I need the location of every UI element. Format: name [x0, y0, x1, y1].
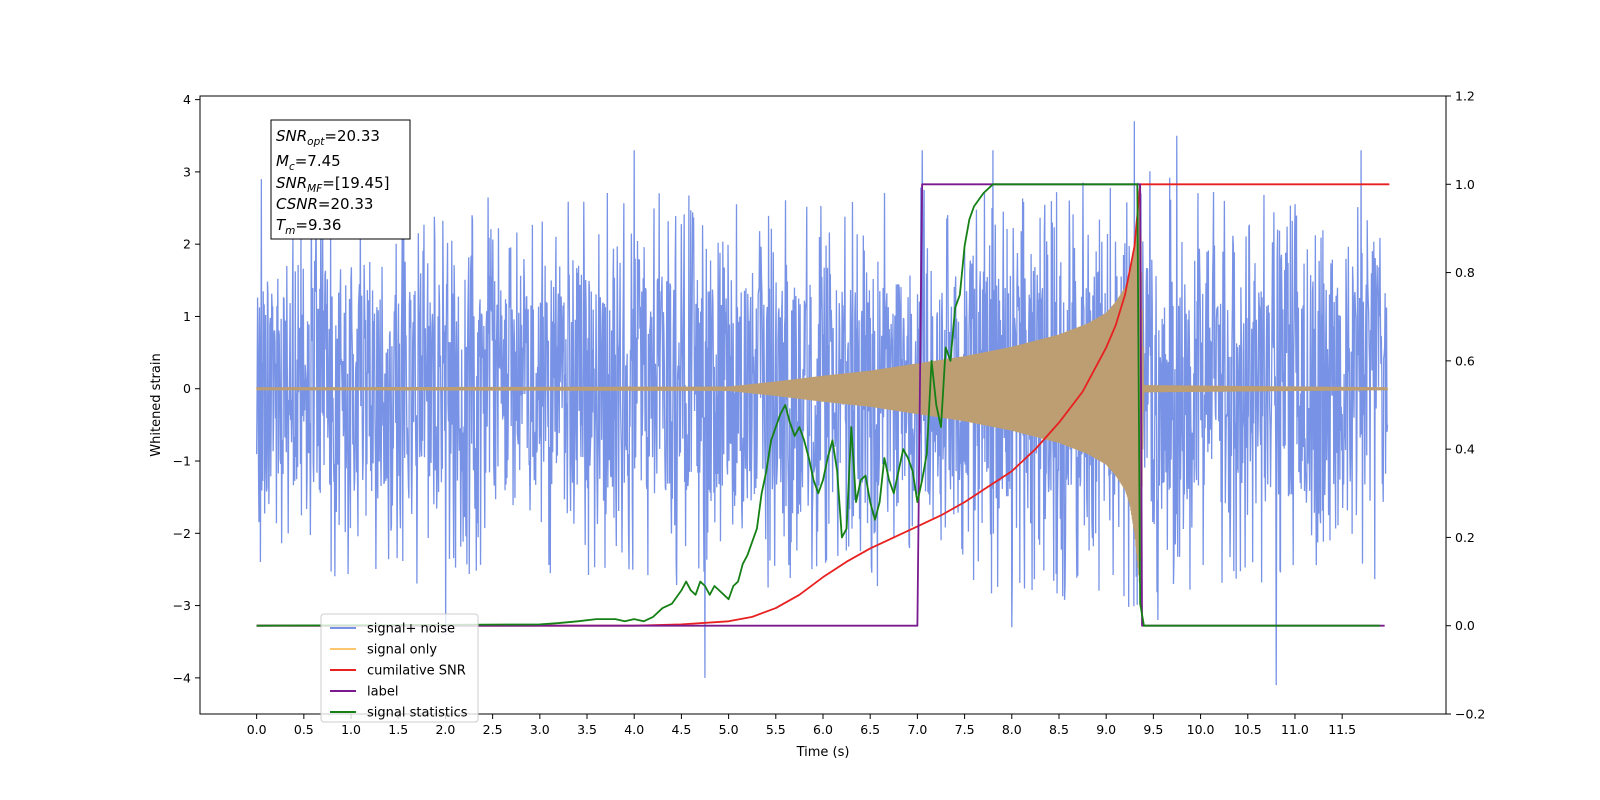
series-signal-statistics: [256, 183, 1380, 627]
x-tick-label: 11.5: [1328, 722, 1356, 737]
info-csnr: CSNR=20.33: [276, 195, 373, 213]
y2-tick-label: 0.8: [1455, 265, 1475, 280]
legend-label-signal-only: signal only: [367, 643, 437, 658]
x-tick-label: 4.5: [671, 722, 691, 737]
y2-tick-label: 0.6: [1455, 353, 1475, 368]
legend-frame: [320, 613, 479, 723]
x-tick-label: 10.5: [1234, 722, 1262, 737]
info-tm: Tm=9.36: [276, 216, 341, 237]
series-signal-noise: [255, 121, 1389, 686]
y-tick-label: −4: [173, 670, 191, 685]
x-axis-title: Time (s): [796, 745, 850, 760]
y-tick-label: 1: [183, 309, 191, 324]
x-tick-label: 7.5: [955, 722, 975, 737]
x-tick-label: 6.5: [860, 722, 880, 737]
y-tick-label: 4: [183, 92, 191, 107]
x-axis: 0.0 0.5 1.0 1.5 2.0 2.5 3.0 3.5 4.0 4.5 5.0 5.5 6.0 6…: [247, 714, 1356, 737]
y2-tick-label: 0.0: [1455, 618, 1475, 633]
y-tick-label: −3: [173, 598, 191, 613]
x-tick-label: 8.5: [1049, 722, 1069, 737]
x-tick-label: 0.0: [247, 722, 267, 737]
x-tick-label: 2.5: [483, 722, 503, 737]
x-tick-label: 10.0: [1187, 722, 1215, 737]
x-tick-label: 9.0: [1096, 722, 1116, 737]
series-cumilative-snr: [256, 183, 1390, 627]
legend-label-signal-noise: signal+ noise: [367, 622, 455, 637]
x-tick-label: 5.5: [766, 722, 786, 737]
y-axis-right: 1.2 1.0 0.8 0.6 0.4 0.2 0.0 −0.2: [1446, 89, 1485, 722]
legend: signal+ noise signal only cumilative SNR la…: [320, 613, 479, 723]
x-tick-label: 11.0: [1281, 722, 1309, 737]
x-tick-label: 1.5: [388, 722, 408, 737]
info-box: SNRopt=20.33 Mc=7.45 SNRMF=[19.45] CSNR=…: [270, 119, 411, 240]
y-axis-left: 4 3 2 1 0 −1 −2 −3 −4: [173, 92, 200, 685]
x-tick-label: 1.0: [341, 722, 361, 737]
series-signal-only: [256, 191, 1388, 590]
legend-label-signal-statistics: signal statistics: [367, 706, 468, 721]
y-tick-label: −1: [173, 454, 191, 469]
y2-tick-label: 1.0: [1455, 177, 1475, 192]
x-tick-label: 3.5: [577, 722, 597, 737]
info-snr-mf: SNRMF=[19.45]: [276, 174, 390, 195]
x-tick-label: 3.0: [530, 722, 550, 737]
info-mc: Mc=7.45: [276, 152, 341, 173]
x-tick-label: 4.0: [624, 722, 644, 737]
info-box-frame: [270, 119, 411, 240]
y-axis-title: Whitened strain: [149, 353, 164, 456]
y-tick-label: 2: [183, 237, 191, 252]
y2-tick-label: 0.2: [1455, 530, 1475, 545]
series-layer: [255, 121, 1390, 686]
legend-label-cumilative-snr: cumilative SNR: [367, 664, 466, 679]
x-tick-label: 5.0: [719, 722, 739, 737]
x-tick-label: 0.5: [294, 722, 314, 737]
x-tick-label: 9.5: [1143, 722, 1163, 737]
x-tick-label: 6.0: [813, 722, 833, 737]
x-tick-label: 2.0: [435, 722, 455, 737]
y2-tick-label: 0.4: [1455, 442, 1475, 457]
x-tick-label: 8.0: [1002, 722, 1022, 737]
y-tick-label: 3: [183, 164, 191, 179]
legend-label-label: label: [367, 685, 398, 700]
y-tick-label: −2: [173, 526, 191, 541]
y2-tick-label: −0.2: [1455, 707, 1485, 722]
x-tick-label: 7.0: [907, 722, 927, 737]
y2-tick-label: 1.2: [1455, 89, 1475, 104]
info-snr-opt: SNRopt=20.33: [276, 127, 380, 148]
y-tick-label: 0: [183, 381, 191, 396]
